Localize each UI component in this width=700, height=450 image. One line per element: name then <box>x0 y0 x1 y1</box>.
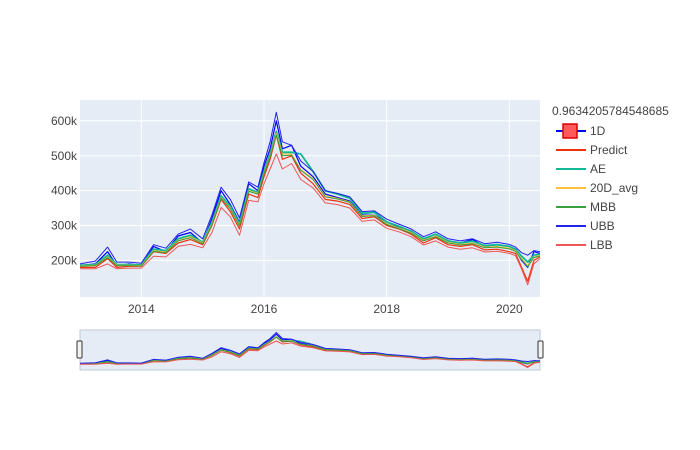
grid-lines <box>80 100 540 297</box>
legend-title: 0.9634205784548685 <box>552 104 669 118</box>
series-line-predict <box>80 134 541 282</box>
legend-item-mbb[interactable]: MBB <box>556 200 616 214</box>
x-tick-label: 2020 <box>496 302 523 316</box>
range-slider-right-handle[interactable] <box>537 340 544 359</box>
legend-label: LBB <box>590 238 613 252</box>
legend-item-ubb[interactable]: UBB <box>556 219 615 233</box>
y-tick-label: 200k <box>51 253 78 267</box>
legend-label: 20D_avg <box>590 181 638 195</box>
series-line-lbb <box>80 153 541 286</box>
slider-line-lbb <box>80 340 541 368</box>
series-line-ubb <box>79 111 541 265</box>
legend-label: AE <box>590 162 606 176</box>
plot-area <box>80 100 540 297</box>
slider-line-ubb <box>79 332 541 364</box>
legend: 1D Predict AE 20D_avg MBB UBB LBB <box>556 123 638 252</box>
legend-item-predict[interactable]: Predict <box>556 143 628 157</box>
x-tick-label: 2018 <box>373 302 400 316</box>
legend-label: Predict <box>590 143 628 157</box>
series-lines <box>79 111 541 286</box>
x-tick-label: 2014 <box>128 302 155 316</box>
series-line-ae <box>79 130 541 267</box>
legend-item-lbb[interactable]: LBB <box>556 238 613 252</box>
legend-label: UBB <box>590 219 615 233</box>
y-axis-ticks: 200k 300k 400k 500k 600k <box>51 114 78 267</box>
y-tick-label: 400k <box>51 184 78 198</box>
legend-label: 1D <box>590 124 606 138</box>
x-axis-ticks: 2014 2016 2018 2020 <box>128 302 523 316</box>
legend-item-ae[interactable]: AE <box>556 162 606 176</box>
range-slider[interactable] <box>79 329 541 371</box>
legend-label: MBB <box>590 200 616 214</box>
legend-item-20d-avg[interactable]: 20D_avg <box>556 181 638 195</box>
legend-box-swatch <box>562 123 578 139</box>
x-tick-label: 2016 <box>251 302 278 316</box>
range-slider-left-handle[interactable] <box>76 340 83 359</box>
y-tick-label: 600k <box>51 114 78 128</box>
series-line-mbb <box>79 134 541 268</box>
legend-item-1d[interactable]: 1D <box>556 123 606 139</box>
y-tick-label: 300k <box>51 219 78 233</box>
range-slider-lines <box>79 332 541 368</box>
slider-line-mbb <box>79 336 541 365</box>
y-tick-label: 500k <box>51 149 78 163</box>
